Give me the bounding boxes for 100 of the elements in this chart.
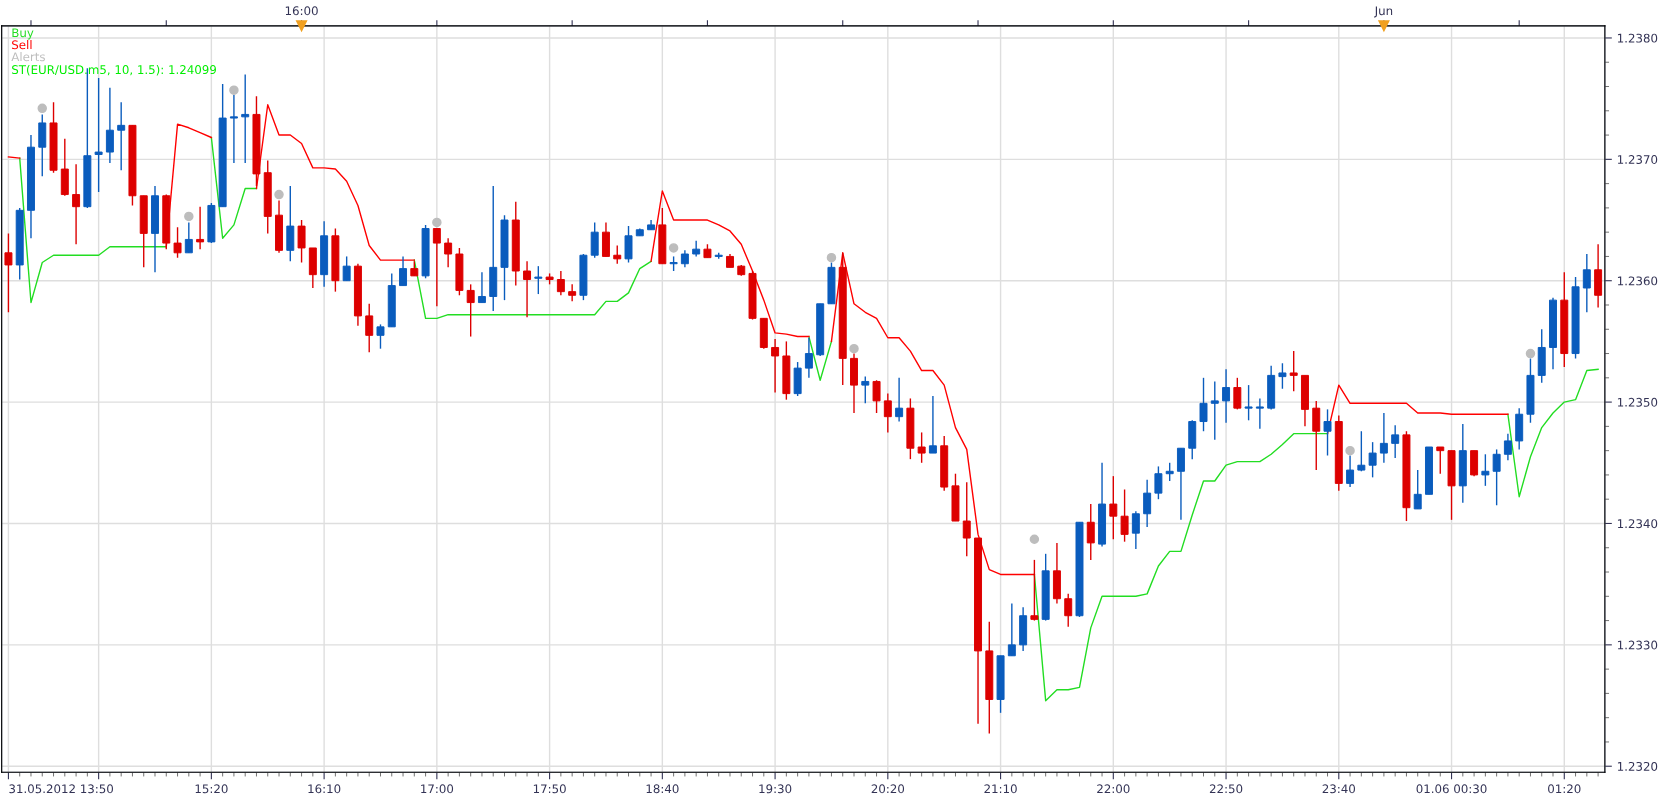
x-tick-label: 31.05.2012 13:50 xyxy=(9,784,114,794)
point xyxy=(1029,534,1040,544)
candlestick xyxy=(229,94,238,164)
candlestick xyxy=(534,265,543,295)
x2-tick-label: Jun xyxy=(1374,6,1393,18)
point xyxy=(1345,445,1355,456)
candlestick xyxy=(1210,380,1219,441)
candlestick xyxy=(1120,488,1129,543)
candlestick xyxy=(466,283,475,338)
candlestick xyxy=(241,73,250,164)
candlestick xyxy=(1086,503,1095,561)
y-tick-label: 1.2370 xyxy=(1617,155,1658,164)
point xyxy=(826,252,837,263)
candlestick xyxy=(1357,430,1366,472)
candlestick xyxy=(1503,432,1512,462)
x-tick-label: 17:50 xyxy=(533,784,566,794)
candlestick xyxy=(1030,559,1039,622)
x-tick-label: 22:50 xyxy=(1209,784,1243,794)
x-tick-label: 01:20 xyxy=(1548,784,1581,794)
candlestick xyxy=(1233,377,1242,411)
x-tick-label: 23:40 xyxy=(1322,784,1356,794)
x-tick-label: 20:20 xyxy=(871,784,905,794)
x-tick-label: 22:00 xyxy=(1097,784,1130,794)
candlestick xyxy=(1222,368,1231,424)
candlestick xyxy=(1323,408,1332,457)
point xyxy=(37,103,48,114)
y-tick-label: 1.2340 xyxy=(1617,519,1658,529)
candlestick xyxy=(928,395,937,454)
candlestick xyxy=(477,271,486,304)
candlestick xyxy=(883,392,892,434)
candlestick xyxy=(962,481,971,557)
candlestick xyxy=(432,227,441,307)
candlestick xyxy=(184,221,193,254)
candlestick xyxy=(523,260,532,318)
candlestick xyxy=(804,337,813,379)
candlestick xyxy=(94,77,103,193)
candlestick xyxy=(917,431,926,464)
candlestick xyxy=(1436,446,1445,475)
candlestick xyxy=(872,379,881,414)
x-tick-label: 17:00 xyxy=(421,784,454,794)
candlestick xyxy=(1143,479,1152,528)
x-tick-label: 01.06 00:30 xyxy=(1416,784,1487,794)
y-tick-label: 1.2380 xyxy=(1617,33,1658,43)
candlestick xyxy=(624,225,633,264)
candlestick xyxy=(556,270,565,296)
candlestick xyxy=(1154,465,1163,500)
candlestick xyxy=(1199,377,1208,432)
point xyxy=(184,211,194,222)
candlestick xyxy=(1582,253,1591,313)
candlestick xyxy=(1131,510,1140,550)
candlestick xyxy=(4,232,13,313)
text: Alerts xyxy=(11,52,45,62)
candlestick xyxy=(895,377,904,423)
candlestick xyxy=(1109,475,1118,540)
candlestick xyxy=(1064,593,1073,628)
candlestick xyxy=(861,375,870,405)
candlestick xyxy=(444,237,453,269)
candlestick xyxy=(365,303,374,354)
point xyxy=(668,243,679,253)
x-tick-label: 16:10 xyxy=(308,784,341,794)
candlestick xyxy=(1176,447,1185,521)
candlestick xyxy=(1368,441,1377,479)
candlestick xyxy=(1379,412,1388,464)
x-tick-label: 15:20 xyxy=(195,784,228,794)
y-tick-label: 1.2330 xyxy=(1617,640,1658,650)
candlestick xyxy=(1492,448,1501,506)
candlestick xyxy=(1312,400,1321,471)
text: Buy xyxy=(12,28,34,40)
candlestick xyxy=(1255,397,1264,430)
x-tick-label: 21:10 xyxy=(984,784,1017,794)
candlestick xyxy=(376,323,385,350)
point xyxy=(229,85,239,95)
candlestick xyxy=(1007,602,1016,657)
candlestick xyxy=(1244,384,1253,421)
point xyxy=(274,189,284,200)
candlestick xyxy=(342,255,351,282)
x-tick-label: 18:40 xyxy=(646,784,679,794)
candlestick xyxy=(1481,453,1490,487)
text: Sell xyxy=(12,40,32,50)
y-tick-label: 1.2350 xyxy=(1617,397,1658,407)
candlestick xyxy=(568,283,577,303)
point xyxy=(849,343,859,354)
candlestick xyxy=(1278,362,1287,390)
y-tick-label: 1.2320 xyxy=(1617,761,1658,771)
point xyxy=(432,217,442,228)
candlestick xyxy=(196,205,205,250)
candlestick xyxy=(173,226,182,259)
point xyxy=(1525,348,1536,359)
candlestick xyxy=(590,221,599,259)
candlestick xyxy=(1289,350,1298,392)
y-tick-label: 1.2360 xyxy=(1617,276,1658,286)
candlestick xyxy=(771,338,780,394)
candlestick xyxy=(1413,469,1422,510)
candlestick xyxy=(105,87,114,164)
candlestick xyxy=(399,255,408,287)
candlestick xyxy=(1165,462,1174,482)
x2-tick-label: 16:00 xyxy=(285,6,318,16)
candlestick xyxy=(72,163,81,245)
candlestick xyxy=(1391,424,1400,459)
x-tick-label: 19:30 xyxy=(759,784,792,794)
